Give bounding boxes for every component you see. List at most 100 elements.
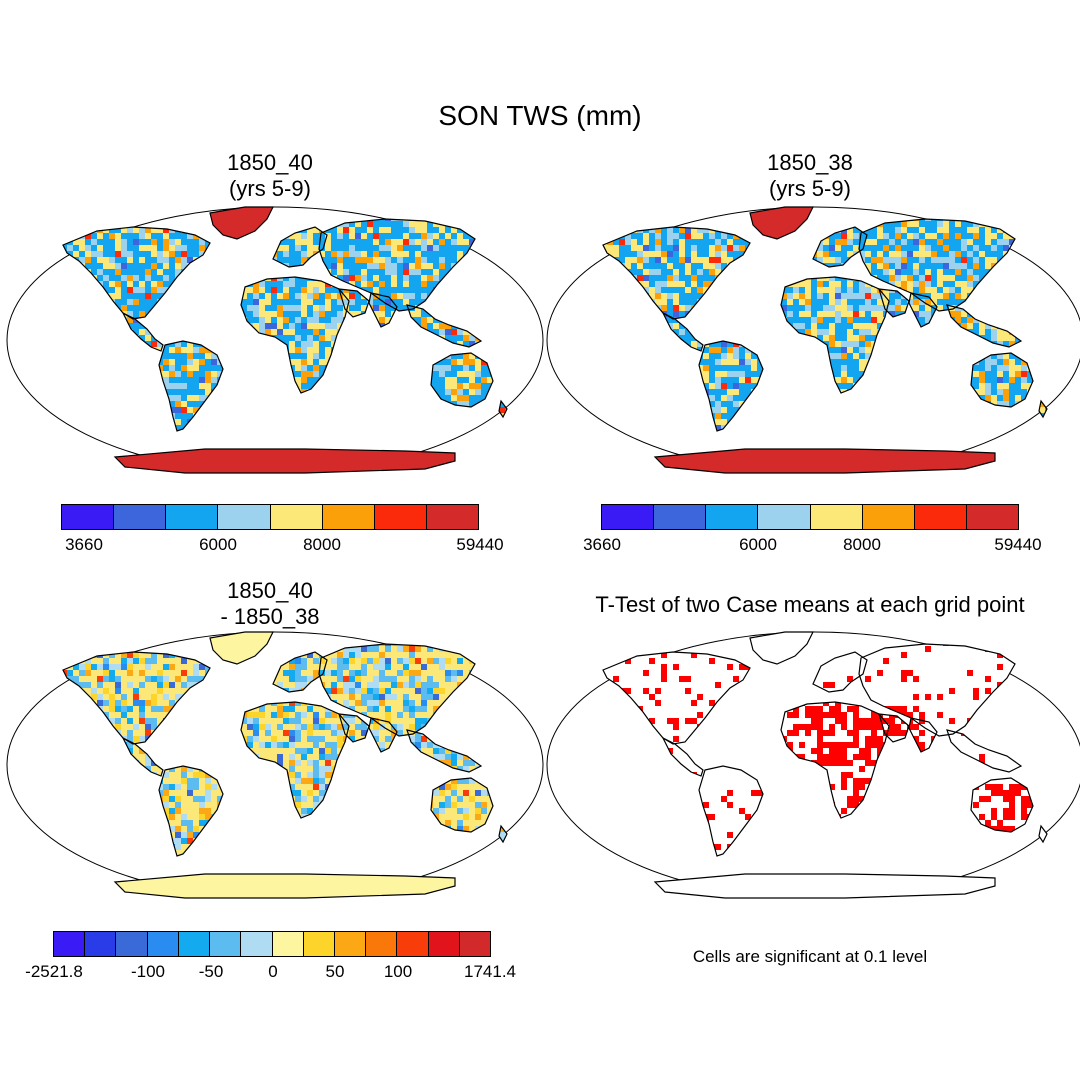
map-1850-40-cell — [139, 257, 145, 263]
map-1850-38-cell — [919, 257, 925, 263]
map-1850-40-cell — [307, 287, 313, 293]
map-1850-38-cell — [937, 257, 943, 263]
map-1850-38-land-greenland — [750, 207, 813, 239]
map-1850-40-cell — [163, 347, 169, 353]
map-1850-40-cell — [133, 323, 139, 329]
map-1850-40-cell — [481, 425, 487, 431]
map-1850-38-cell — [1033, 425, 1039, 431]
map-1850-38-cell — [877, 233, 883, 239]
map-1850-38-cell — [673, 287, 679, 293]
map-1850-38-cell — [625, 245, 631, 251]
map-1850-40-cell — [139, 281, 145, 287]
map-1850-40-cell — [295, 305, 301, 311]
map-1850-38-cell — [829, 281, 835, 287]
map-1850-40-cell — [241, 299, 247, 305]
map-1850-38-cell — [817, 287, 823, 293]
map-1850-38-cell — [865, 347, 871, 353]
map-1850-40-cell — [157, 251, 163, 257]
map-1850-40-cell — [499, 407, 505, 413]
map-1850-40-cell — [289, 275, 295, 281]
map-1850-38-cell — [733, 347, 739, 353]
map-1850-40-cell — [331, 335, 337, 341]
map-1850-38-cell — [637, 443, 643, 449]
map-1850-38-cell — [985, 359, 991, 365]
map-1850-40-cell — [163, 359, 169, 365]
map-1850-40-cell — [307, 347, 313, 353]
map-1850-40-cell — [145, 263, 151, 269]
map-1850-40-cell — [271, 323, 277, 329]
map-1850-40-cell — [67, 443, 73, 449]
map-1850-40-cell — [325, 335, 331, 341]
map-1850-38-cell — [703, 377, 709, 383]
map-1850-40-cell — [121, 281, 127, 287]
map-1850-38-cell — [625, 239, 631, 245]
map-1850-40-cell — [169, 383, 175, 389]
map-1850-40-cell — [63, 221, 67, 227]
map-1850-40-cell — [373, 305, 379, 311]
map-1850-38-cell — [997, 365, 1003, 371]
map-1850-40-cell — [457, 239, 463, 245]
map-1850-38-cell — [817, 245, 823, 251]
map-1850-38-cell — [949, 275, 955, 281]
map-1850-40-cell — [379, 281, 385, 287]
map-1850-38-cell — [667, 227, 673, 233]
map-1850-38-cell — [853, 311, 859, 317]
map-1850-40-cell — [385, 219, 391, 221]
map-1850-40-cell — [445, 383, 451, 389]
map-1850-40-cell — [415, 311, 421, 317]
map-1850-38-cell — [793, 305, 799, 311]
map-1850-38-cell — [697, 227, 703, 233]
map-1850-40-cell — [169, 365, 175, 371]
map-1850-38-cell — [895, 227, 901, 233]
map-1850-40-cell — [379, 239, 385, 245]
map-1850-40-cell — [283, 305, 289, 311]
map-1850-40-cell — [253, 287, 259, 293]
map-1850-38-cell — [715, 395, 721, 401]
map-1850-38-cell — [1021, 227, 1027, 233]
map-1850-40-cell — [493, 257, 499, 263]
map-1850-38-cell — [895, 305, 901, 311]
map-1850-40-cell — [493, 251, 499, 257]
map-1850-40-cell — [169, 377, 175, 383]
map-1850-38-cell — [925, 227, 931, 233]
map-1850-40-cell — [355, 263, 361, 269]
map-1850-40-cell — [445, 233, 451, 239]
map-1850-38-cell — [853, 341, 859, 347]
map-1850-40-cell — [133, 275, 139, 281]
map-1850-40-cell — [409, 293, 415, 299]
map-1850-40-cell — [439, 377, 445, 383]
map-1850-38-cell — [847, 239, 853, 245]
map-1850-40-cell — [97, 251, 103, 257]
map-1850-40-cell — [55, 251, 61, 257]
map-1850-38-cell — [613, 437, 619, 443]
map-1850-40-cell — [313, 317, 319, 323]
map-1850-40-cell — [379, 269, 385, 275]
map-1850-40-cell — [409, 227, 415, 233]
map-1850-38-cell — [661, 251, 667, 257]
map-1850-38-cell — [859, 335, 865, 341]
map-1850-40-cell — [313, 281, 319, 287]
map-1850-40-cell — [355, 299, 361, 305]
map-1850-38-cell — [889, 239, 895, 245]
map-1850-38-cell — [625, 233, 631, 239]
map-1850-38-cell — [655, 221, 661, 227]
map-1850-38-cell — [655, 287, 661, 293]
map-1850-38-cell — [1009, 401, 1015, 407]
map-1850-38-cell — [793, 299, 799, 305]
map-1850-38-cell — [679, 329, 685, 335]
map-1850-38-cell — [691, 257, 697, 263]
map-1850-40-cell — [373, 263, 379, 269]
map-1850-38-cell — [721, 389, 727, 395]
map-1850-40-cell — [277, 281, 283, 287]
map-1850-38-cell — [853, 245, 859, 251]
map-1850-38-cell — [805, 311, 811, 317]
map-1850-40-cell — [133, 257, 139, 263]
map-1850-38-cell — [799, 323, 805, 329]
map-1850-40-coastline-camerica — [121, 311, 164, 352]
map-1850-38-cell — [1009, 371, 1015, 377]
map-1850-38-cell — [703, 383, 709, 389]
map-1850-38-cell — [625, 227, 631, 233]
map-1850-40-cell — [403, 221, 409, 227]
map-1850-38-cell — [751, 365, 757, 371]
map-1850-38-cell — [631, 269, 637, 275]
